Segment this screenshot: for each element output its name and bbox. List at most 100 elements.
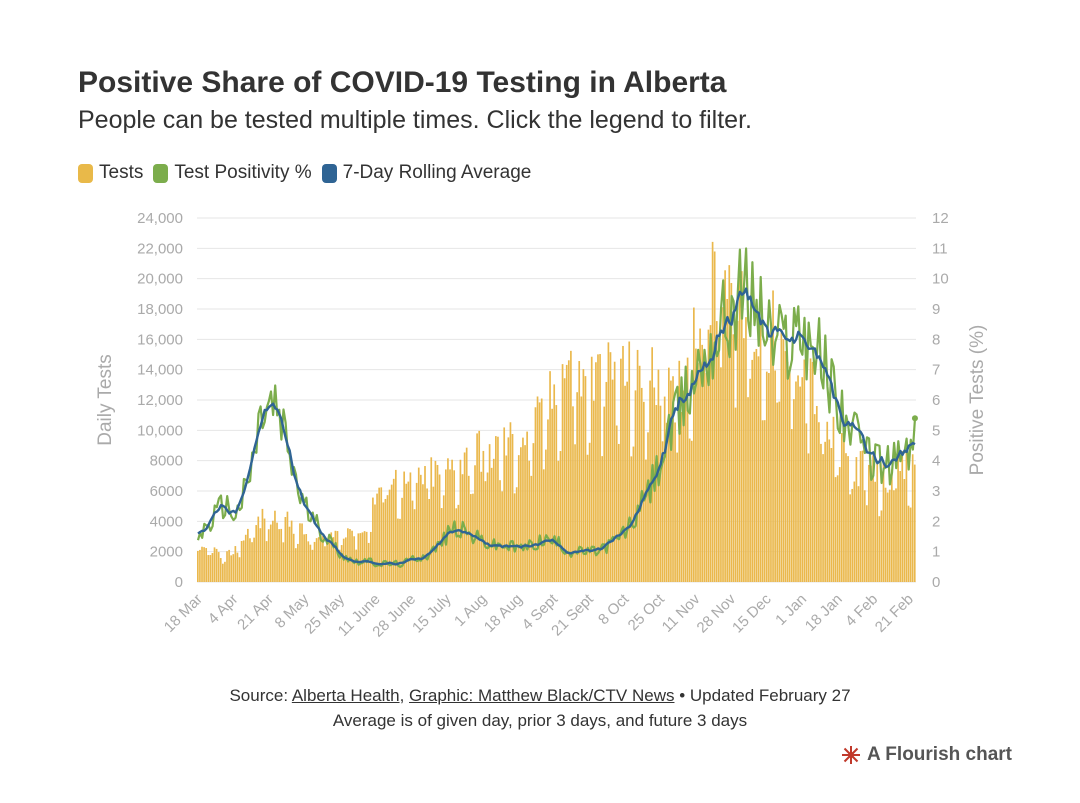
tests-bar <box>228 549 230 582</box>
tests-bar <box>755 348 758 582</box>
y-right-tick-label: 0 <box>932 574 940 591</box>
tests-bar <box>336 531 339 582</box>
tests-bar <box>513 493 516 582</box>
tests-bar <box>868 464 870 582</box>
tests-bar <box>682 390 685 582</box>
y-right-tick-label: 10 <box>932 271 949 288</box>
tests-bar <box>620 358 622 582</box>
tests-bar <box>459 459 462 582</box>
tests-bar <box>255 525 258 582</box>
tests-bar <box>203 547 205 582</box>
tests-bar <box>749 378 751 582</box>
tests-bar <box>413 509 416 582</box>
tests-bar <box>711 241 714 582</box>
tests-bar <box>307 541 310 582</box>
tests-bar <box>372 497 374 582</box>
y-left-tick-label: 14,000 <box>137 362 183 379</box>
y-right-axis-title: Positive Tests (%) <box>967 325 988 476</box>
tests-bar <box>207 555 210 582</box>
tests-bar <box>632 446 635 582</box>
tests-bar <box>805 423 808 582</box>
tests-bar <box>661 441 664 582</box>
tests-bar <box>449 469 451 582</box>
tests-bar <box>340 545 343 582</box>
tests-bar <box>574 444 576 582</box>
tests-bar <box>232 554 235 582</box>
tests-bar <box>247 528 249 582</box>
tests-bar <box>526 431 528 582</box>
tests-bar <box>759 323 762 582</box>
legend-item-tests[interactable]: Tests <box>78 162 143 184</box>
tests-bar <box>807 453 810 582</box>
tests-bar <box>567 360 570 582</box>
tests-bar <box>893 490 895 582</box>
tests-bar <box>434 460 437 582</box>
tests-bar <box>509 422 512 582</box>
y-right-tick-label: 12 <box>932 210 949 227</box>
tests-bar <box>292 533 295 582</box>
tests-bar <box>730 282 733 582</box>
tests-bar <box>761 420 764 582</box>
tests-bar <box>886 492 889 582</box>
y-left-tick-label: 0 <box>175 574 183 591</box>
tests-bar <box>649 380 651 582</box>
tests-bar <box>561 364 564 582</box>
graphic-link[interactable]: Graphic: Matthew Black/CTV News <box>409 686 675 705</box>
tests-bar <box>313 541 316 582</box>
tests-bar <box>499 480 501 582</box>
tests-bar <box>388 489 391 582</box>
tests-bar <box>634 390 637 582</box>
tests-bar <box>826 421 829 582</box>
tests-bar <box>238 557 241 582</box>
tests-bar <box>547 419 549 582</box>
positivity-line <box>196 247 917 568</box>
y-left-tick-label: 24,000 <box>137 210 183 227</box>
tests-bar <box>580 396 583 582</box>
tests-bar <box>428 498 431 582</box>
tests-bar <box>213 547 216 582</box>
tests-bar <box>436 464 439 582</box>
tests-bar <box>572 406 574 582</box>
tests-bar <box>899 471 902 582</box>
tests-bar <box>768 373 770 582</box>
tests-bar <box>378 487 380 582</box>
positivity-swatch <box>153 163 169 183</box>
tests-bar <box>447 458 449 582</box>
tests-bar <box>517 455 520 582</box>
tests-bar <box>303 534 305 582</box>
legend-item-positivity[interactable]: Test Positivity % <box>153 162 312 184</box>
tests-bar <box>463 452 466 582</box>
y-right-tick-label: 5 <box>932 422 940 439</box>
tests-bar <box>417 467 420 582</box>
tests-bar <box>415 482 418 582</box>
tests-bar <box>757 356 760 582</box>
tests-bar <box>261 508 264 582</box>
tests-bar <box>565 364 568 582</box>
source-link[interactable]: Alberta Health <box>291 686 400 705</box>
tests-bar <box>244 534 247 582</box>
y-right-tick-label: 8 <box>932 331 940 348</box>
tests-bar <box>797 375 799 582</box>
tests-bar <box>613 361 616 582</box>
tests-bar <box>880 510 883 582</box>
tests-bar <box>830 448 833 582</box>
y-left-tick-label: 8000 <box>150 453 183 470</box>
flourish-credit[interactable]: A Flourish chart <box>841 744 1012 766</box>
tests-bar <box>495 436 497 582</box>
tests-bar <box>515 487 518 582</box>
legend-label-rolling-average: 7-Day Rolling Average <box>342 162 532 183</box>
tests-bar <box>645 459 647 582</box>
tests-bar <box>913 464 916 582</box>
tests-bar <box>492 458 495 582</box>
tests-bar <box>524 445 526 582</box>
legend-item-rolling-average[interactable]: 7-Day Rolling Average <box>321 162 532 184</box>
tests-bar <box>845 453 847 582</box>
flourish-logo-icon <box>842 746 861 764</box>
tests-bar <box>357 533 360 582</box>
tests-bar <box>559 451 562 582</box>
tests-bar <box>640 387 643 582</box>
tests-bar <box>438 474 441 582</box>
tests-bar <box>642 401 645 582</box>
tests-bar <box>853 481 856 582</box>
tests-bar <box>736 320 739 582</box>
